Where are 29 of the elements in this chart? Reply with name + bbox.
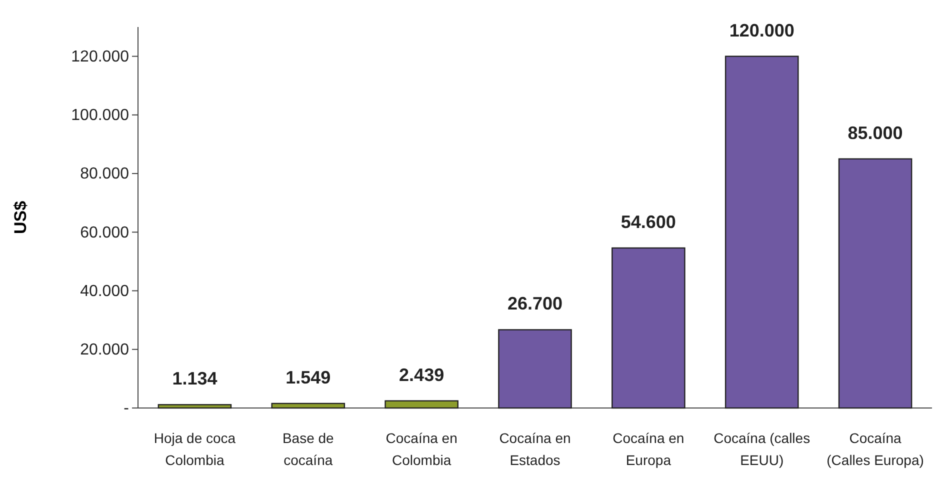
y-tick-label: 60.000 <box>80 224 130 242</box>
x-tick-label: Base de cocaína <box>282 430 334 468</box>
x-tick-label: Cocaína en Europa <box>612 430 684 468</box>
y-tick-label: - <box>124 400 129 418</box>
bar <box>724 56 799 409</box>
data-label: 26.700 <box>507 294 563 314</box>
bar <box>612 247 686 409</box>
x-tick-label: Cocaína en Colombia <box>386 430 458 468</box>
x-tick-label: Cocaína (calles EEUU) <box>714 430 810 468</box>
x-tick-label: Cocaína en Estados <box>499 430 571 468</box>
data-label: 120.000 <box>729 20 794 40</box>
x-tick-label: Cocaína (Calles Europa) <box>826 430 924 468</box>
y-tick-label: 80.000 <box>80 166 130 183</box>
bar <box>838 158 912 409</box>
bar <box>271 402 346 409</box>
data-label: 54.600 <box>620 212 676 232</box>
y-tick-label: 20.000 <box>80 342 130 359</box>
y-tick-label: 40.000 <box>80 282 130 300</box>
data-label: 1.134 <box>172 368 218 389</box>
y-axis-title: US$ <box>11 200 30 234</box>
bar <box>498 329 572 409</box>
y-tick-label: 120.000 <box>71 48 130 66</box>
data-label: 2.439 <box>399 364 444 385</box>
y-tick-label: 100.000 <box>71 107 130 124</box>
bar <box>384 400 458 409</box>
x-tick-label: Hoja de coca Colombia <box>154 430 236 468</box>
data-label: 1.549 <box>286 367 331 388</box>
data-label: 85.000 <box>848 122 903 143</box>
bar <box>158 404 232 409</box>
